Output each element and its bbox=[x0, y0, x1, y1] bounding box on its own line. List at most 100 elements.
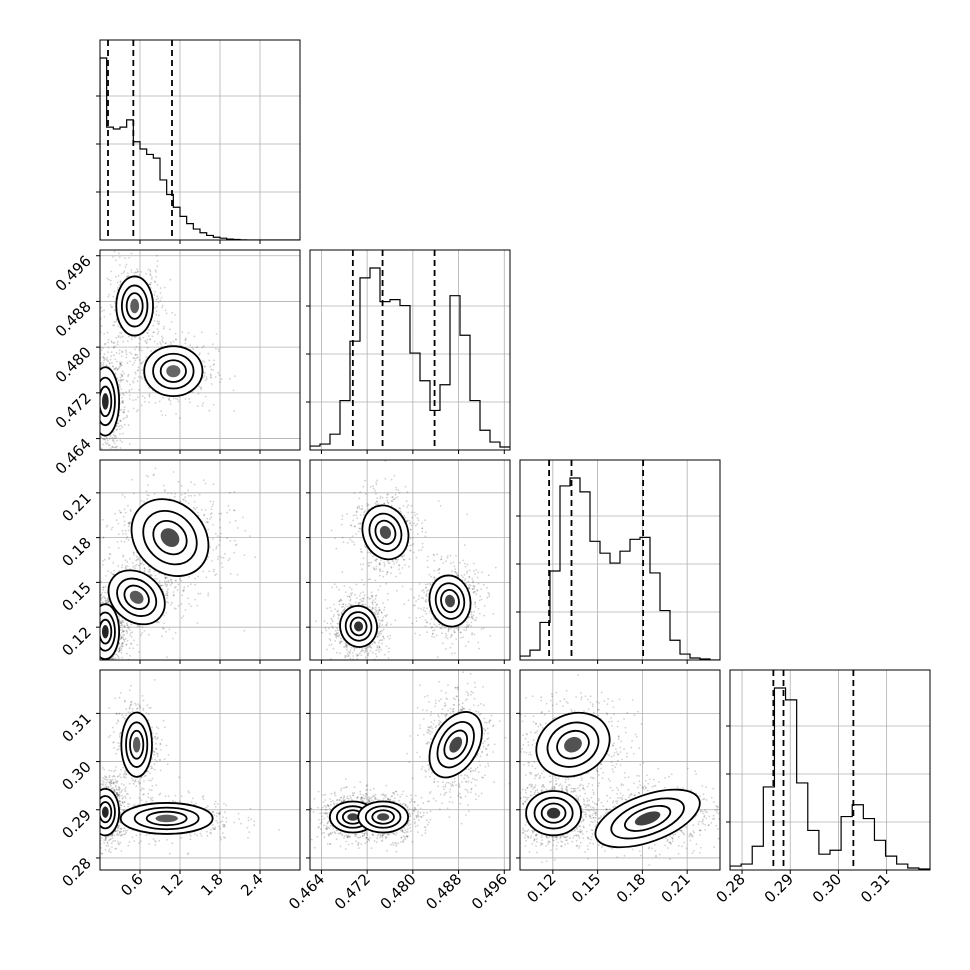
scatter-point bbox=[333, 603, 335, 606]
scatter-point bbox=[92, 607, 94, 609]
scatter-point bbox=[170, 578, 173, 581]
scatter-point bbox=[129, 521, 132, 524]
scatter-point bbox=[95, 633, 97, 635]
scatter-point bbox=[96, 623, 98, 625]
scatter-point bbox=[176, 589, 179, 591]
scatter-point bbox=[83, 369, 85, 371]
scatter-point bbox=[111, 692, 113, 694]
scatter-point bbox=[187, 494, 190, 497]
scatter-point bbox=[152, 474, 155, 477]
scatter-point bbox=[160, 410, 163, 412]
scatter-point bbox=[220, 532, 222, 535]
scatter-point bbox=[180, 603, 183, 605]
scatter-point bbox=[122, 638, 125, 640]
scatter-point bbox=[92, 424, 94, 426]
scatter-point bbox=[94, 397, 96, 399]
scatter-point bbox=[377, 616, 379, 618]
scatter-point bbox=[94, 405, 96, 407]
scatter-point bbox=[160, 345, 163, 348]
scatter-point bbox=[132, 566, 135, 568]
scatter-point bbox=[140, 376, 143, 378]
scatter-point bbox=[161, 584, 164, 587]
scatter-point bbox=[93, 610, 95, 612]
scatter-point bbox=[95, 402, 97, 404]
scatter-point bbox=[372, 599, 375, 602]
scatter-point bbox=[349, 592, 352, 595]
scatter-point bbox=[125, 391, 128, 393]
scatter-point bbox=[84, 649, 86, 651]
scatter-point bbox=[141, 632, 144, 634]
scatter-point bbox=[362, 603, 364, 606]
scatter-point bbox=[119, 362, 122, 365]
scatter-point bbox=[116, 340, 119, 343]
scatter-point bbox=[254, 556, 257, 559]
scatter-point bbox=[333, 583, 336, 586]
scatter-point bbox=[335, 633, 337, 636]
scatter-point bbox=[128, 394, 131, 397]
scatter-point bbox=[381, 619, 384, 622]
scatter-point bbox=[121, 566, 123, 569]
scatter-point bbox=[364, 656, 367, 659]
scatter-point bbox=[119, 428, 121, 430]
scatter-point bbox=[90, 423, 92, 425]
scatter-point bbox=[172, 594, 175, 597]
scatter-point bbox=[90, 603, 92, 605]
scatter-point bbox=[361, 597, 363, 600]
scatter-point bbox=[107, 360, 110, 363]
scatter-point bbox=[163, 489, 166, 491]
scatter-point bbox=[96, 416, 98, 418]
scatter-point bbox=[94, 675, 96, 677]
scatter-point bbox=[97, 604, 99, 606]
scatter-point bbox=[118, 650, 121, 653]
scatter-point bbox=[92, 641, 94, 643]
scatter-point bbox=[344, 655, 346, 657]
scatter-point bbox=[116, 428, 119, 431]
scatter-point bbox=[112, 440, 115, 443]
scatter-point bbox=[95, 606, 97, 608]
scatter-point bbox=[97, 387, 99, 389]
scatter-point bbox=[92, 648, 94, 650]
scatter-point bbox=[142, 360, 144, 363]
scatter-point bbox=[91, 371, 93, 373]
scatter-point bbox=[193, 335, 196, 338]
scatter-point bbox=[339, 599, 342, 602]
scatter-point bbox=[122, 630, 125, 633]
scatter-point bbox=[395, 486, 398, 489]
scatter-point bbox=[104, 666, 106, 668]
scatter-point bbox=[112, 342, 115, 344]
scatter-point bbox=[191, 391, 194, 393]
scatter-point bbox=[328, 644, 331, 647]
scatter-point bbox=[345, 642, 348, 645]
scatter-point bbox=[187, 489, 190, 492]
scatter-point bbox=[153, 294, 156, 296]
scatter-point bbox=[378, 625, 381, 628]
scatter-point bbox=[336, 632, 338, 635]
scatter-point bbox=[373, 640, 375, 643]
scatter-point bbox=[329, 639, 332, 642]
scatter-point bbox=[358, 594, 361, 597]
scatter-point bbox=[149, 338, 152, 341]
scatter-point bbox=[105, 525, 108, 528]
scatter-point bbox=[165, 585, 168, 588]
scatter-point bbox=[382, 628, 385, 631]
scatter-point bbox=[95, 375, 97, 377]
scatter-point bbox=[113, 250, 116, 253]
scatter-point bbox=[214, 574, 217, 576]
scatter-point bbox=[134, 348, 137, 351]
scatter-point bbox=[108, 553, 111, 555]
scatter-point bbox=[137, 558, 140, 561]
scatter-point bbox=[353, 647, 356, 650]
scatter-point bbox=[190, 605, 192, 608]
scatter-point bbox=[90, 441, 92, 443]
contour-level-3 bbox=[123, 584, 150, 610]
scatter-point bbox=[94, 664, 96, 666]
scatter-point bbox=[199, 592, 202, 595]
scatter-point bbox=[96, 344, 98, 346]
scatter-point bbox=[89, 608, 91, 610]
scatter-point bbox=[172, 340, 175, 343]
scatter-point bbox=[107, 597, 109, 599]
scatter-point bbox=[82, 426, 84, 428]
scatter-point bbox=[160, 584, 163, 587]
scatter-point bbox=[351, 592, 354, 594]
